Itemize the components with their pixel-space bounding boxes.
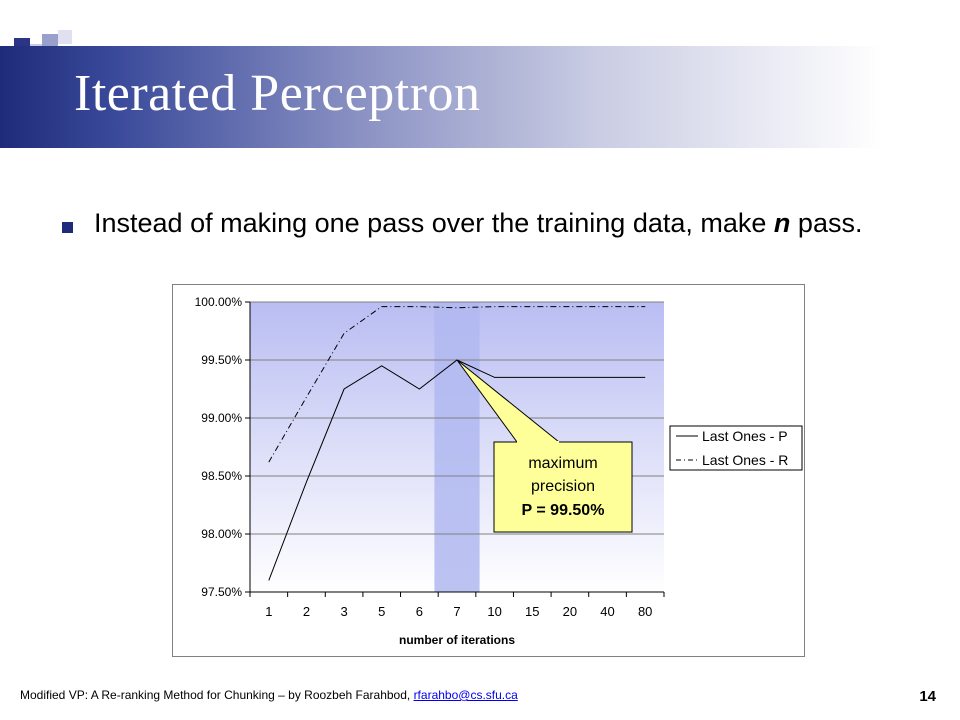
x-tick-label: 2 bbox=[303, 604, 310, 619]
y-tick-label: 98.00% bbox=[201, 527, 242, 541]
highlight-band bbox=[434, 302, 480, 592]
x-axis-label: number of iterations bbox=[399, 633, 515, 647]
footer: Modified VP: A Re-ranking Method for Chu… bbox=[20, 688, 518, 702]
y-tick-label: 98.50% bbox=[201, 469, 242, 483]
chart: 97.50% 98.00% 98.50% 99.00% 99.50% 100.00% 1 2 3… bbox=[172, 284, 805, 657]
x-tick-label: 20 bbox=[563, 604, 577, 619]
footer-text: Modified VP: A Re-ranking Method for Chu… bbox=[20, 688, 414, 702]
decor-square bbox=[58, 30, 72, 44]
callout-line1: maximum bbox=[528, 455, 597, 472]
bullet-text: Instead of making one pass over the trai… bbox=[94, 208, 914, 239]
title-bar bbox=[0, 46, 960, 148]
x-tick-label: 7 bbox=[453, 604, 460, 619]
x-tick-label: 10 bbox=[487, 604, 501, 619]
x-tick-label: 6 bbox=[416, 604, 423, 619]
callout-box bbox=[493, 441, 633, 533]
legend-label-p: Last Ones - P bbox=[702, 428, 788, 444]
slide-title: Iterated Perceptron bbox=[74, 65, 481, 122]
footer-email-link[interactable]: rfarahbo@cs.sfu.ca bbox=[413, 688, 518, 702]
bullet-marker bbox=[62, 222, 73, 233]
legend-box bbox=[669, 425, 803, 471]
x-tick-label: 3 bbox=[340, 604, 347, 619]
legend-label-r: Last Ones - R bbox=[702, 452, 788, 468]
callout-line2: precision bbox=[531, 478, 595, 495]
bullet-rest: pass. bbox=[790, 208, 863, 238]
x-tick-label: 15 bbox=[525, 604, 539, 619]
y-tick-label: 99.50% bbox=[201, 353, 242, 367]
bullet-n: n bbox=[773, 208, 791, 238]
x-tick-label: 5 bbox=[378, 604, 385, 619]
callout-line3: P = 99.50% bbox=[522, 502, 605, 519]
x-tick-label: 80 bbox=[638, 604, 652, 619]
y-tick-label: 97.50% bbox=[201, 585, 242, 599]
page-number: 14 bbox=[919, 688, 936, 705]
x-tick-label: 1 bbox=[265, 604, 272, 619]
bullet-main: Instead of making one pass over the trai… bbox=[94, 208, 767, 238]
x-tick-label: 40 bbox=[600, 604, 614, 619]
y-tick-label: 100.00% bbox=[195, 295, 243, 309]
y-tick-label: 99.00% bbox=[201, 411, 242, 425]
